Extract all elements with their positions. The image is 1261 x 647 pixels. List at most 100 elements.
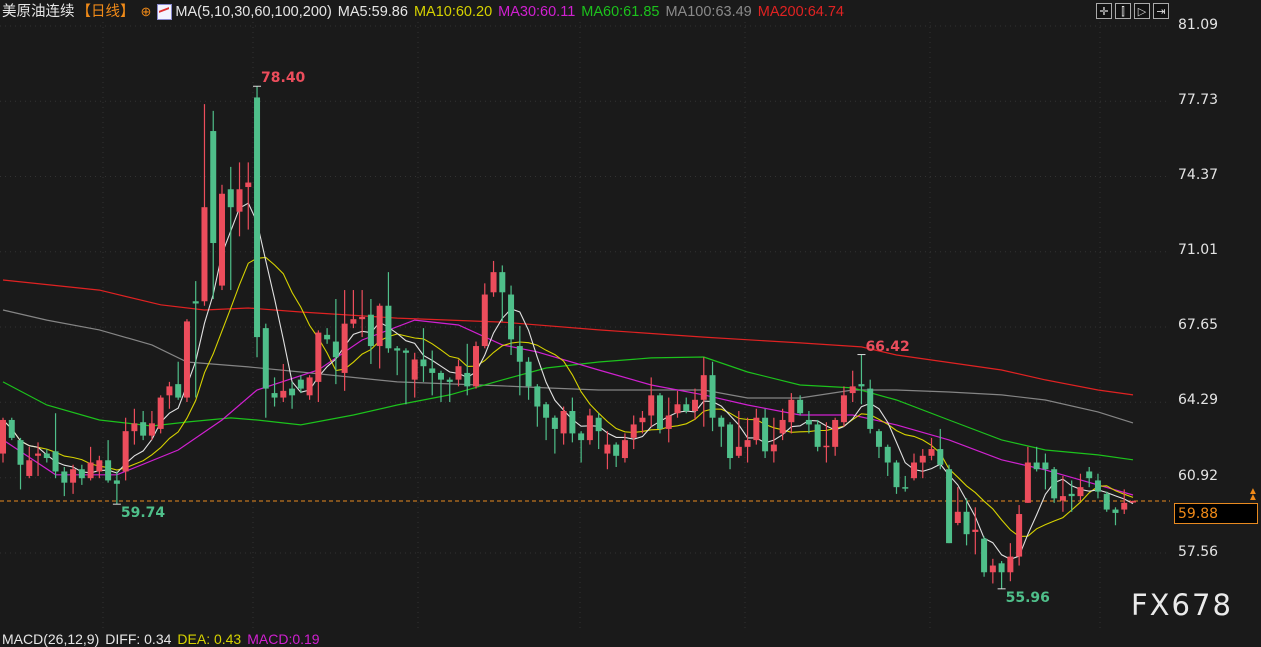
candle[interactable] <box>429 350 436 396</box>
candle[interactable] <box>797 395 804 416</box>
candle[interactable] <box>420 328 427 382</box>
candle[interactable] <box>525 357 532 400</box>
candle[interactable] <box>1024 446 1031 503</box>
candle[interactable] <box>639 411 646 434</box>
candle[interactable] <box>972 507 979 555</box>
candle[interactable] <box>122 417 129 481</box>
candle[interactable] <box>61 466 68 497</box>
candle[interactable] <box>770 417 777 463</box>
candle[interactable] <box>569 397 576 443</box>
candle[interactable] <box>683 397 690 414</box>
candle[interactable] <box>210 110 217 300</box>
candle[interactable] <box>665 397 672 443</box>
candle[interactable] <box>166 381 173 409</box>
candle[interactable] <box>140 411 147 441</box>
candle[interactable] <box>183 319 190 403</box>
candle[interactable] <box>613 442 620 467</box>
candle[interactable] <box>35 442 42 476</box>
candle[interactable] <box>367 299 374 364</box>
candle[interactable] <box>700 357 707 427</box>
symbol-name[interactable]: 美原油连续 <box>2 4 75 20</box>
candle[interactable] <box>0 417 6 463</box>
candle[interactable] <box>840 386 847 427</box>
candle[interactable] <box>52 413 59 479</box>
candle[interactable] <box>656 393 663 434</box>
candle[interactable] <box>595 413 602 450</box>
candle[interactable] <box>289 381 296 409</box>
candle[interactable] <box>324 328 331 344</box>
candle[interactable] <box>805 411 812 434</box>
candlestick-chart[interactable] <box>0 0 1170 642</box>
candle[interactable] <box>148 411 155 441</box>
candle[interactable] <box>954 487 961 526</box>
candle[interactable] <box>113 471 120 505</box>
candle[interactable] <box>1077 473 1084 501</box>
candle[interactable] <box>105 440 112 483</box>
candle[interactable] <box>70 464 77 494</box>
candle[interactable] <box>315 330 322 403</box>
candle[interactable] <box>96 455 103 479</box>
candle[interactable] <box>621 433 628 463</box>
candle[interactable] <box>648 377 655 427</box>
candle[interactable] <box>385 272 392 353</box>
candle[interactable] <box>271 377 278 407</box>
candle[interactable] <box>1068 480 1075 512</box>
range-select-icon[interactable]: ⫿ <box>1115 3 1131 19</box>
candle[interactable] <box>937 428 944 470</box>
candle[interactable] <box>464 343 471 396</box>
candle[interactable] <box>981 536 988 577</box>
candle[interactable] <box>245 162 252 230</box>
candle[interactable] <box>823 422 830 463</box>
candle[interactable] <box>674 390 681 418</box>
candle[interactable] <box>779 408 786 441</box>
candle[interactable] <box>332 299 339 385</box>
candle[interactable] <box>8 417 15 441</box>
candle[interactable] <box>1094 473 1101 499</box>
candle[interactable] <box>262 323 269 418</box>
candle[interactable] <box>963 498 970 546</box>
play-icon[interactable]: ▷ <box>1134 3 1150 19</box>
candle[interactable] <box>402 348 409 405</box>
candle[interactable] <box>1103 491 1110 512</box>
candle[interactable] <box>875 428 882 459</box>
candle[interactable] <box>157 395 164 434</box>
candle[interactable] <box>946 464 953 544</box>
candle[interactable] <box>989 558 996 584</box>
candle[interactable] <box>858 354 865 405</box>
candle[interactable] <box>867 379 874 434</box>
candle[interactable] <box>586 408 593 445</box>
candle[interactable] <box>297 375 304 394</box>
candle[interactable] <box>481 283 488 349</box>
candle[interactable] <box>832 417 839 456</box>
candle[interactable] <box>735 411 742 459</box>
candle[interactable] <box>175 361 182 400</box>
candle[interactable] <box>1059 475 1066 512</box>
candle[interactable] <box>490 260 497 297</box>
candle[interactable] <box>919 449 926 479</box>
candle[interactable] <box>473 341 480 389</box>
candle[interactable] <box>893 460 900 494</box>
candle[interactable] <box>411 352 418 398</box>
candle[interactable] <box>1086 466 1093 488</box>
candle[interactable] <box>437 370 444 403</box>
candle[interactable] <box>394 346 401 376</box>
candle[interactable] <box>446 377 453 403</box>
candle[interactable] <box>254 86 261 358</box>
candle[interactable] <box>43 449 50 463</box>
candle[interactable] <box>902 475 909 492</box>
indicator-chart-icon[interactable] <box>157 4 173 20</box>
candle[interactable] <box>718 415 725 447</box>
candle[interactable] <box>1042 453 1049 490</box>
candle[interactable] <box>753 408 760 445</box>
candle[interactable] <box>1033 446 1040 472</box>
candle[interactable] <box>508 285 515 356</box>
candle[interactable] <box>744 417 751 463</box>
candle[interactable] <box>499 265 506 322</box>
candle[interactable] <box>1121 489 1128 515</box>
candle[interactable] <box>604 431 611 470</box>
candle[interactable] <box>692 388 699 420</box>
candle[interactable] <box>341 290 348 391</box>
candle[interactable] <box>516 325 523 396</box>
candle[interactable] <box>201 104 208 306</box>
candle[interactable] <box>709 361 716 432</box>
